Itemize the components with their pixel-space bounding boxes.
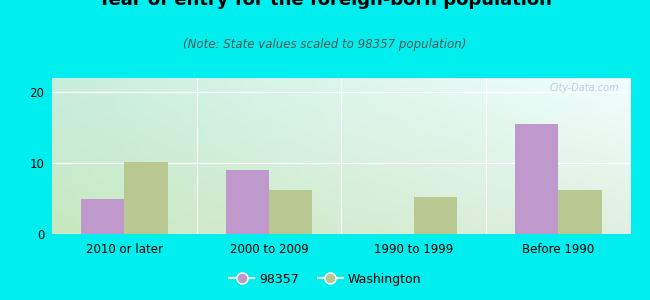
Text: Year of entry for the foreign-born population: Year of entry for the foreign-born popul… xyxy=(98,0,552,9)
Bar xyxy=(226,170,269,234)
Bar xyxy=(124,162,168,234)
Bar xyxy=(558,190,601,234)
Text: (Note: State values scaled to 98357 population): (Note: State values scaled to 98357 popu… xyxy=(183,38,467,51)
Bar xyxy=(81,199,124,234)
Bar xyxy=(269,190,312,234)
Legend: 98357, Washington: 98357, Washington xyxy=(224,268,426,291)
Text: City-Data.com: City-Data.com xyxy=(549,83,619,93)
Bar xyxy=(413,197,457,234)
Bar xyxy=(515,124,558,234)
